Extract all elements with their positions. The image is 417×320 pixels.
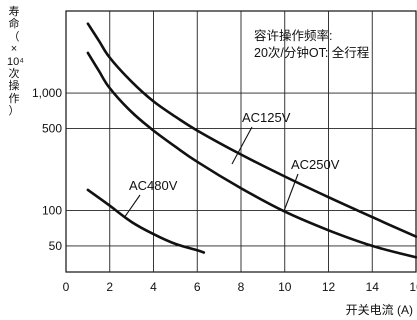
y-label-char: 操 bbox=[8, 80, 20, 93]
y-tick-label: 50 bbox=[49, 239, 63, 253]
x-tick-label: 6 bbox=[194, 280, 201, 294]
x-axis-label: 开关电流 (A) bbox=[345, 303, 413, 317]
series-label-ac480v: AC480V bbox=[129, 178, 178, 193]
series-line-ac125v bbox=[86, 22, 417, 238]
y-tick-label: 1,000 bbox=[32, 86, 62, 100]
series-line-ac250v bbox=[86, 51, 417, 259]
y-label-char: 次 bbox=[8, 68, 20, 81]
y-label-char: （ bbox=[8, 30, 20, 43]
series-label-ac125v: AC125V bbox=[242, 110, 291, 125]
y-label-char: × bbox=[10, 43, 18, 56]
y-tick-label: 100 bbox=[42, 204, 62, 218]
series-label-leader bbox=[123, 194, 141, 219]
x-tick-label: 16 bbox=[409, 280, 417, 294]
annotation-line-2: 20次/分钟OT: 全行程 bbox=[254, 46, 370, 60]
y-label-char: 10⁴ bbox=[7, 55, 24, 68]
x-tick-label: 2 bbox=[106, 280, 113, 294]
annotation-box: 容许操作频率: 20次/分钟OT: 全行程 bbox=[254, 28, 369, 62]
series-labels: AC125V AC250V AC480V bbox=[123, 110, 340, 219]
x-tick-label: 4 bbox=[150, 280, 157, 294]
series-lines bbox=[86, 22, 417, 259]
y-label-char: 作 bbox=[8, 92, 20, 105]
series-line-ac480v bbox=[86, 188, 206, 254]
y-axis-label: 寿 命 （ × 10⁴ 次 操 作 ） bbox=[7, 6, 24, 118]
x-tick-label: 12 bbox=[322, 280, 336, 294]
y-tick-label: 500 bbox=[42, 121, 62, 135]
series-label-leader bbox=[283, 173, 299, 212]
x-tick-label: 8 bbox=[238, 280, 245, 294]
y-label-char: ） bbox=[8, 105, 20, 118]
x-tick-label: 0 bbox=[63, 280, 70, 294]
annotation-line-1: 容许操作频率: bbox=[254, 29, 333, 43]
series-label-ac250v: AC250V bbox=[291, 157, 340, 172]
series-label-leader bbox=[231, 126, 253, 165]
x-tick-label: 10 bbox=[278, 280, 292, 294]
y-label-char: 寿 bbox=[8, 6, 20, 18]
x-tick-label: 14 bbox=[366, 280, 380, 294]
y-label-char: 命 bbox=[8, 18, 20, 31]
tick-labels: 0 2 4 6 8 10 12 14 16 1,000 500 100 50 bbox=[32, 86, 417, 294]
